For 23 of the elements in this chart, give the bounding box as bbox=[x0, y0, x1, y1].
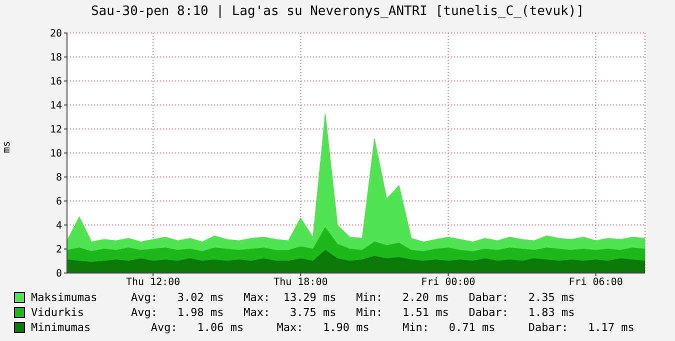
y-tick-label: 16 bbox=[50, 76, 62, 88]
y-tick-label: 4 bbox=[56, 220, 62, 232]
y-tick-label: 14 bbox=[50, 100, 62, 112]
x-tick-label: Thu 12:00 bbox=[126, 277, 180, 288]
y-tick-label: 8 bbox=[56, 172, 62, 184]
chart-title: Sau-30-pen 8:10 | Lag'as su Neveronys_ANTRI [tunelis_C_(tevuk)] bbox=[90, 4, 586, 19]
y-tick-label: 12 bbox=[50, 124, 62, 136]
y-tick-label: 6 bbox=[56, 196, 62, 208]
legend-label: Minimumas bbox=[31, 320, 92, 335]
text: Avg: 1.98 ms Max: 3.75 ms Min: 1.51 ms Dabar: 1.83 ms bbox=[131, 305, 575, 320]
legend-label: Vidurkis bbox=[31, 305, 85, 320]
y-tick-label: 18 bbox=[50, 52, 62, 64]
text: Avg: 3.02 ms Max: 13.29 ms Min: 2.20 ms Dabar: 2.35 ms bbox=[131, 290, 575, 305]
y-axis-title: ms bbox=[2, 140, 13, 153]
x-tick-label: Thu 18:00 bbox=[274, 277, 328, 288]
y-tick-label: 10 bbox=[50, 148, 62, 160]
y-tick-label: 0 bbox=[56, 268, 62, 280]
y-tick-label: 20 bbox=[50, 28, 62, 40]
x-tick-label: Fri 00:00 bbox=[421, 277, 476, 288]
text: Avg: 1.06 ms Max: 1.90 ms Min: 0.71 ms Dabar: 1.17 ms bbox=[150, 320, 634, 335]
legend-label: Maksimumas bbox=[31, 290, 98, 305]
y-tick-label: 2 bbox=[56, 244, 62, 256]
x-tick-label: Fri 06:00 bbox=[568, 277, 623, 288]
